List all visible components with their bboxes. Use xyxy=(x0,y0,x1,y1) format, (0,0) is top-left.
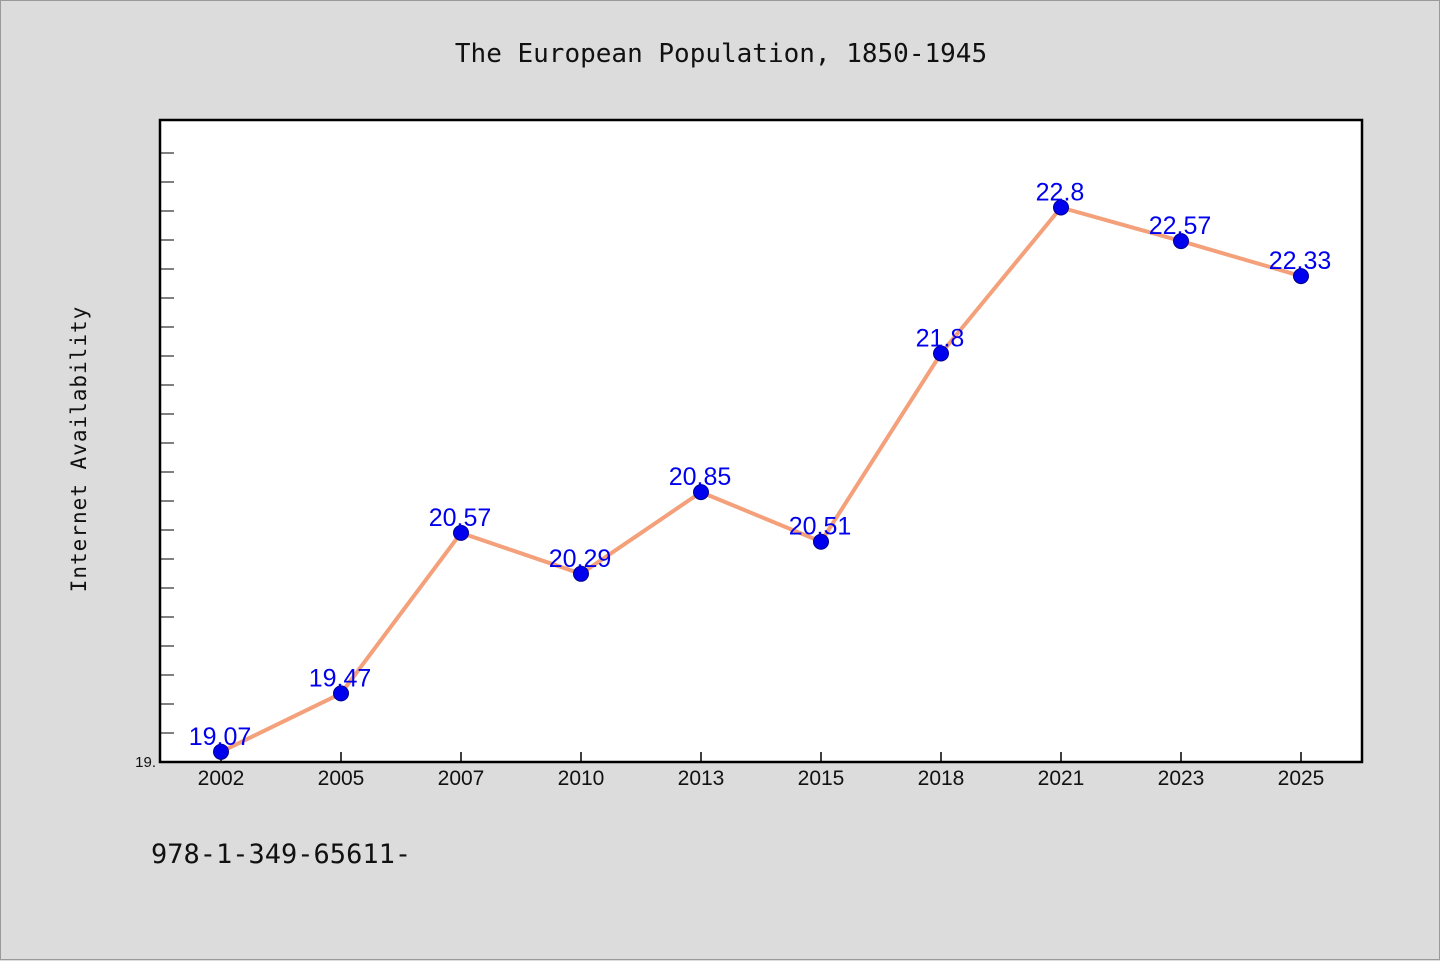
data-label: 19.47 xyxy=(309,664,372,692)
data-point xyxy=(333,685,349,702)
x-tick-label: 2015 xyxy=(798,767,845,790)
data-label: 22.8 xyxy=(1036,179,1085,207)
y-axis-label: Internet Availability xyxy=(67,306,91,593)
series-line xyxy=(220,205,1302,754)
data-label: 20.51 xyxy=(789,513,852,541)
x-tick-label: 2018 xyxy=(918,767,965,790)
x-tick-label: 2023 xyxy=(1158,767,1205,790)
data-label: 19.07 xyxy=(189,723,252,751)
data-label: 22.57 xyxy=(1149,212,1212,240)
x-axis: 2002 2005 2007 2010 2013 2015 2018 2021 2023 2025 xyxy=(198,752,1325,790)
chart-title: The European Population, 1850-1945 xyxy=(455,39,987,69)
data-point xyxy=(1053,199,1069,216)
data-label: 20.57 xyxy=(429,504,492,532)
data-label: 21.8 xyxy=(916,325,965,353)
data-label: 22.33 xyxy=(1269,247,1332,275)
data-point xyxy=(933,345,949,362)
x-tick-label: 2002 xyxy=(198,767,245,790)
x-tick-label: 2010 xyxy=(558,767,605,790)
data-point xyxy=(573,565,589,582)
data-point xyxy=(1173,233,1189,250)
data-point xyxy=(453,524,469,541)
data-point xyxy=(213,743,229,760)
data-point xyxy=(813,533,829,550)
x-tick-label: 2025 xyxy=(1278,767,1325,790)
data-label: 20.85 xyxy=(669,463,732,491)
footnote-text: 978-1-349-65611- xyxy=(151,839,411,870)
data-point xyxy=(693,484,709,501)
series-0 xyxy=(213,199,1309,760)
x-tick-label: 2007 xyxy=(438,767,485,790)
x-tick-label: 2005 xyxy=(318,767,365,790)
x-tick-label: 2021 xyxy=(1038,767,1085,790)
data-label: 20.29 xyxy=(549,545,612,573)
data-labels: 19.07 19.47 20.57 20.29 20.85 20.51 21.8 22.8 22… xyxy=(189,179,1332,751)
data-point xyxy=(1293,268,1309,285)
y-axis-ticks: 19. xyxy=(135,152,174,771)
x-tick-label: 2013 xyxy=(678,767,725,790)
y-tick-label: 19. xyxy=(135,754,156,771)
plot-area xyxy=(158,118,1364,764)
